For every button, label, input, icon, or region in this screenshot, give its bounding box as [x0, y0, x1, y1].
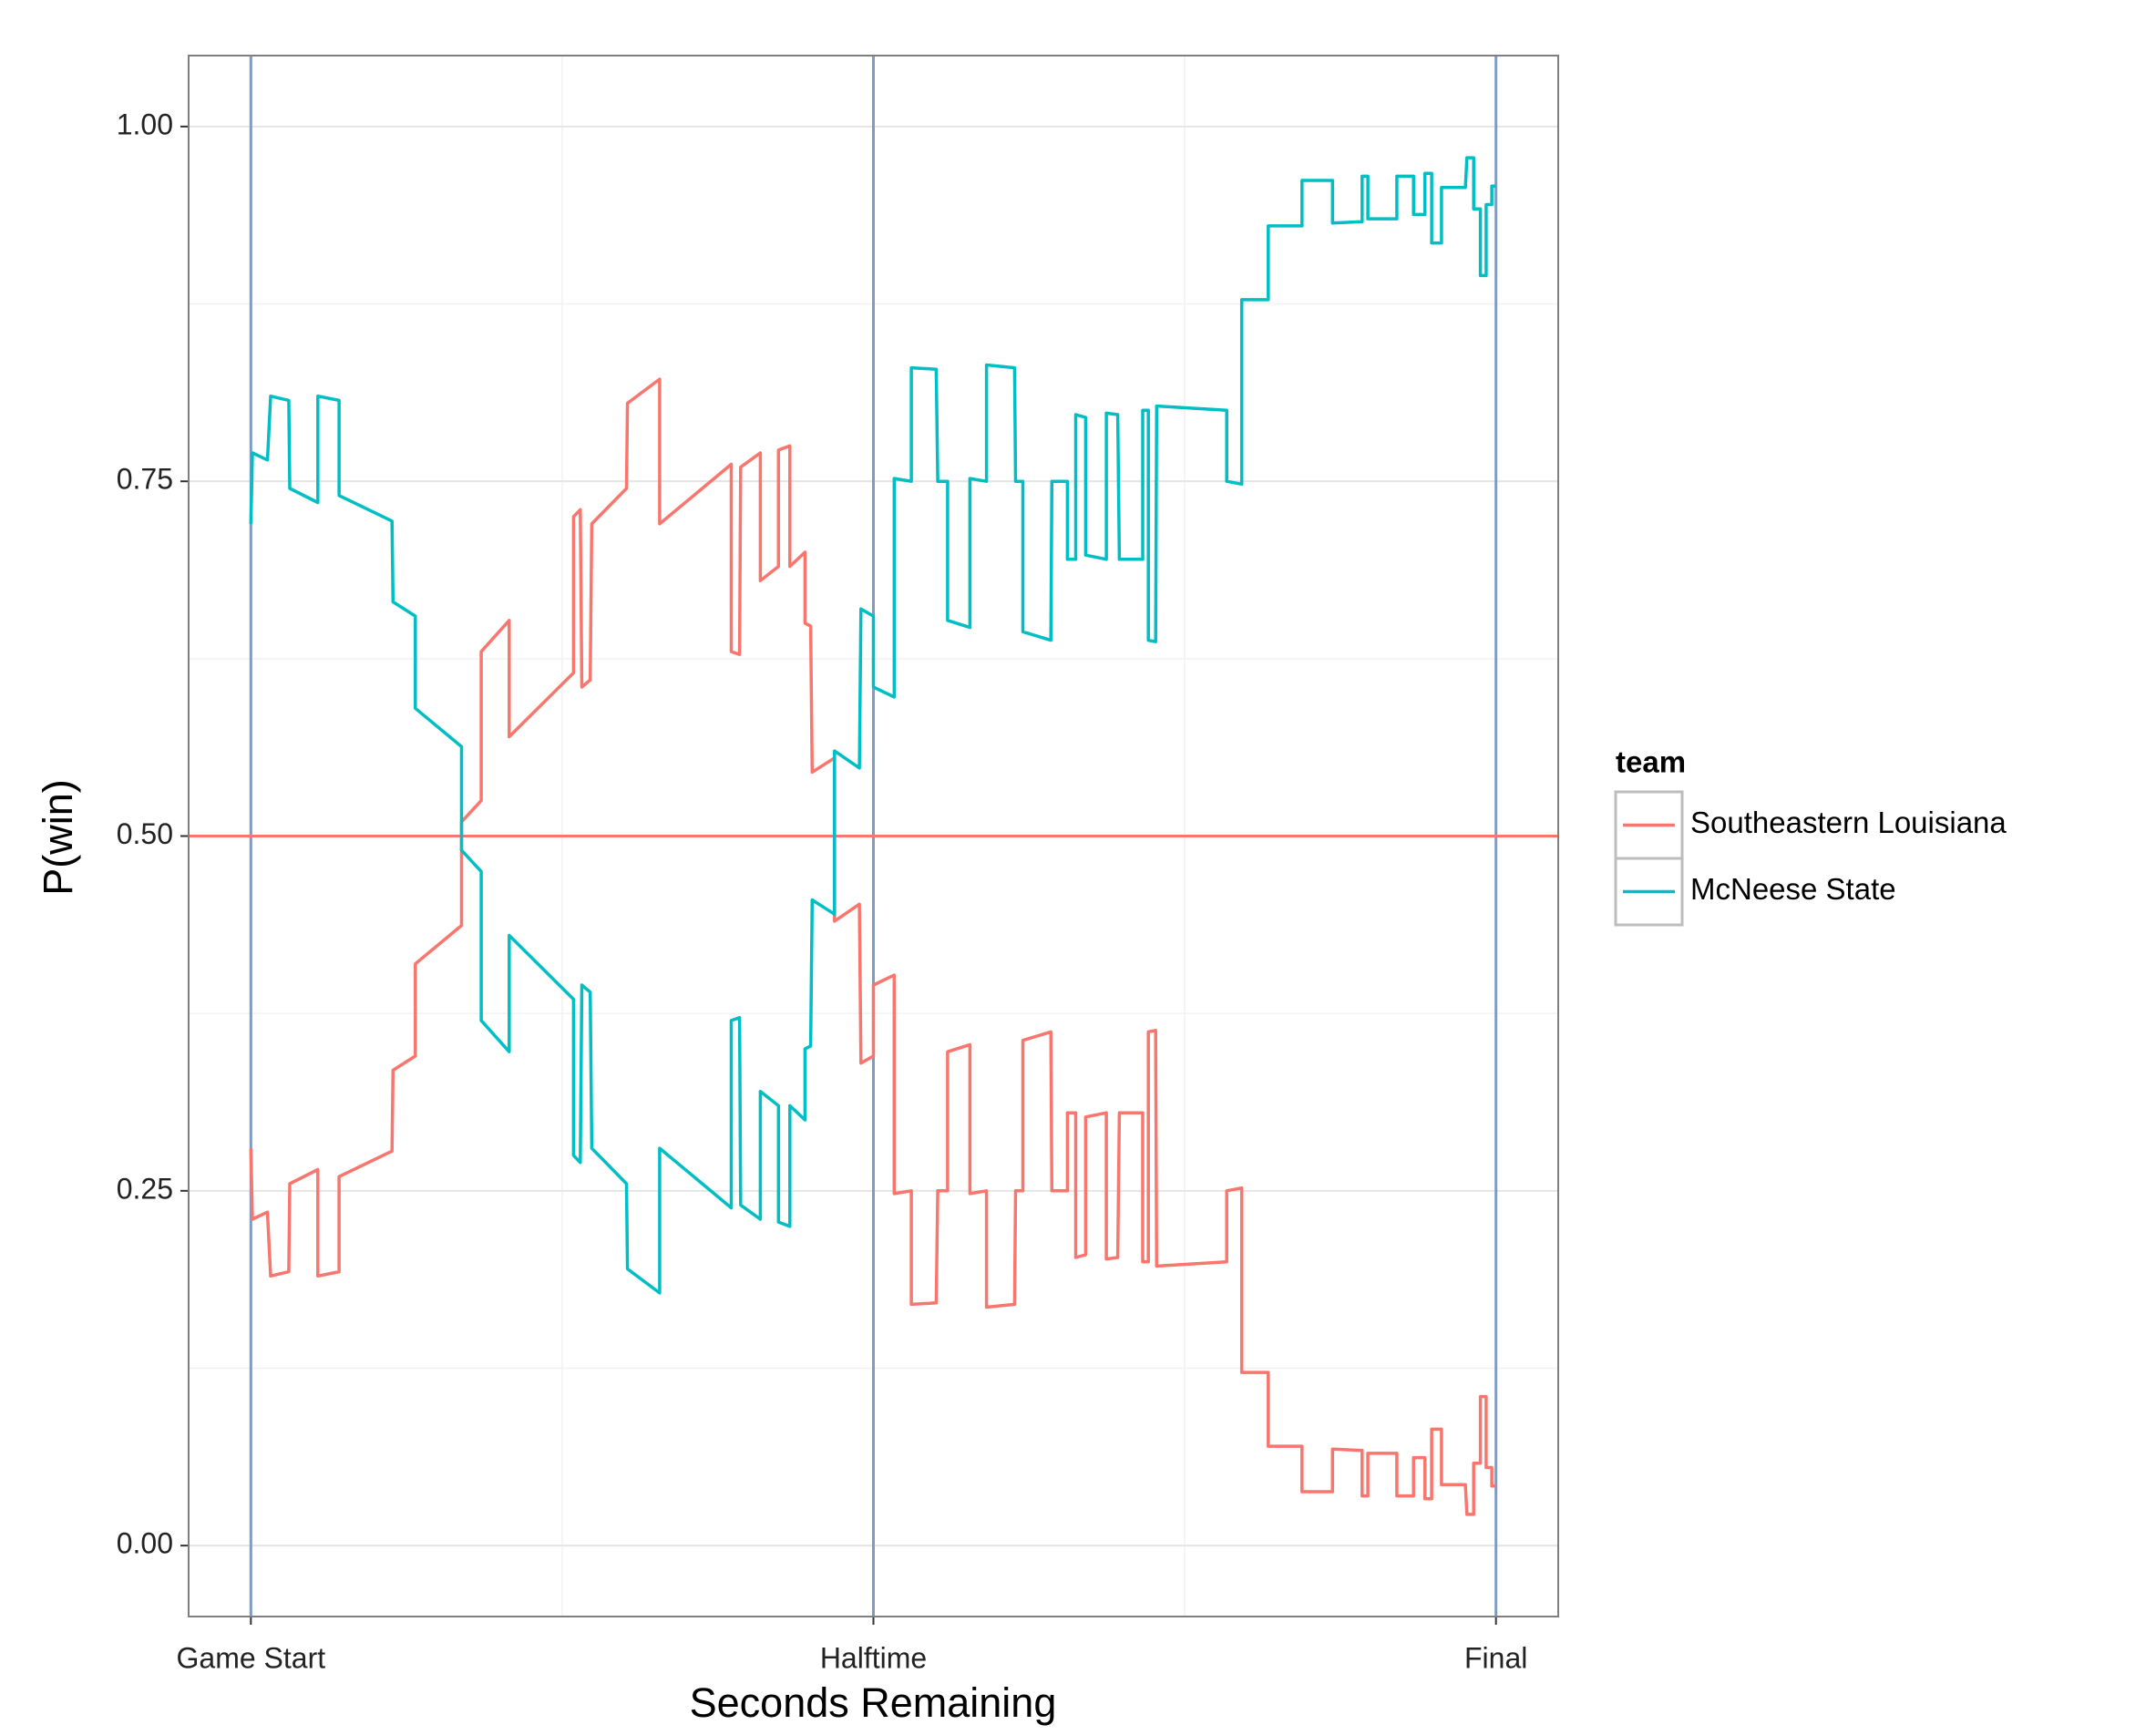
x-tick-label: Halftime — [820, 1641, 927, 1674]
y-tick-label: 0.25 — [117, 1172, 173, 1205]
x-axis-title: Seconds Remaining — [690, 1679, 1057, 1726]
x-tick-label: Game Start — [177, 1641, 326, 1674]
y-tick-label: 1.00 — [117, 108, 173, 140]
y-tick-label: 0.50 — [117, 817, 173, 850]
legend-label: Southeastern Louisiana — [1690, 806, 2007, 839]
y-tick-label: 0.00 — [117, 1527, 173, 1560]
series-line — [249, 156, 1496, 1295]
y-tick-label: 0.75 — [117, 463, 173, 496]
y-axis-title: P(win) — [35, 779, 81, 896]
plot-border — [188, 55, 1559, 1617]
legend-title: team — [1616, 745, 1686, 779]
series-line — [249, 377, 1496, 1516]
legend-label: McNeese State — [1690, 872, 1896, 906]
x-tick-label: Final — [1464, 1641, 1527, 1674]
